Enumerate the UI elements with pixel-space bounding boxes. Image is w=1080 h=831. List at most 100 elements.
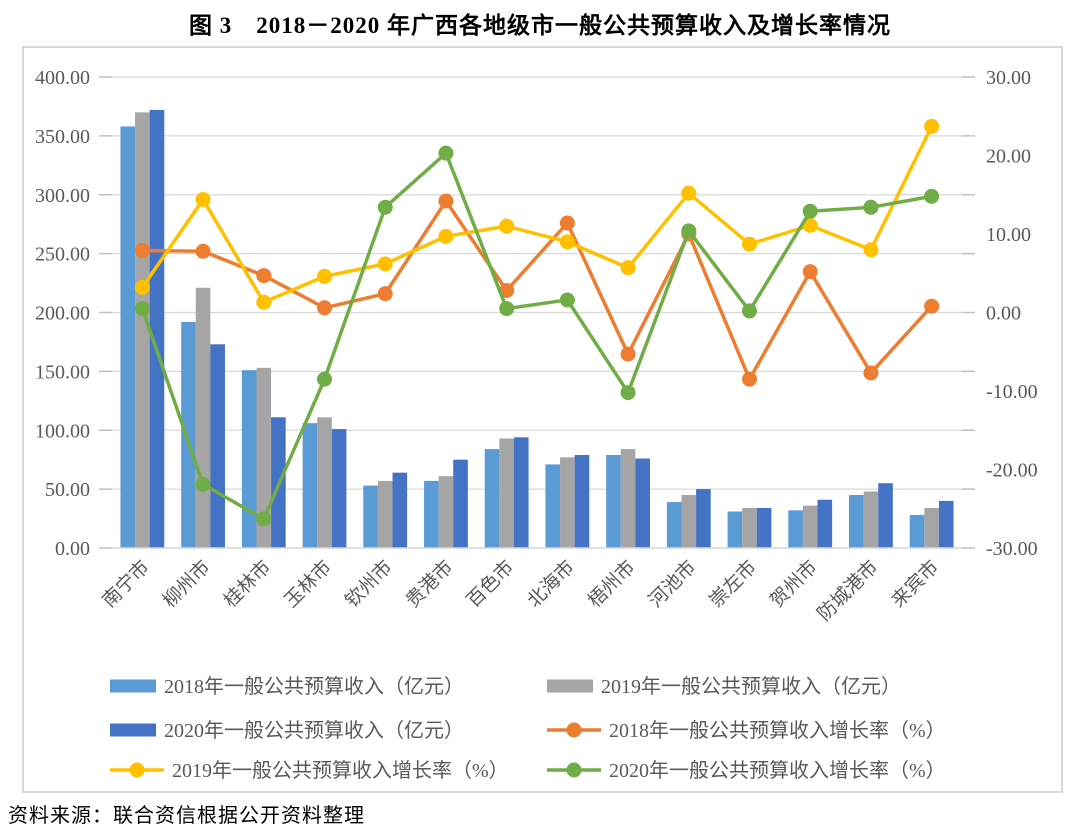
y-axis-label-left: 300.00 [35, 185, 90, 207]
legend-item: 2019年一般公共预算收入（亿元） [547, 675, 901, 698]
growth-dot-2018-city14 [924, 298, 940, 314]
growth-dot-2018-city5 [377, 286, 393, 302]
x-axis-label: 北海市 [523, 556, 579, 612]
bar-2020-city13 [878, 483, 893, 548]
growth-dot-2020-city2 [195, 476, 211, 492]
bar-2020-city9 [635, 458, 650, 548]
growth-line-2018 [142, 199, 933, 381]
bar-2019-city14 [924, 507, 939, 548]
growth-dot-2018-city4 [317, 300, 332, 316]
bar-2019-city9 [620, 449, 636, 548]
x-axis-label: 崇左市 [705, 556, 761, 612]
bar-2018-city10 [666, 502, 682, 548]
y-axis-label-left: 0.00 [55, 538, 90, 560]
growth-dot-2020-city13 [863, 199, 879, 215]
chart-canvas: 400.00 350.00 300.00 250.00 200.00 150.00 100.… [35, 67, 1038, 782]
bar-2019-city10 [681, 495, 697, 548]
y-axis-label-right: -10.00 [986, 381, 1038, 403]
growth-dot-2018-city3 [256, 268, 272, 284]
y-axis-label-right: -30.00 [986, 538, 1038, 560]
bar-2019-city3 [256, 367, 272, 548]
growth-dot-2018-city6 [438, 193, 454, 209]
bar-2018-city12 [788, 510, 803, 548]
growth-dot-2019-city6 [438, 228, 454, 244]
bar-2018-city5 [363, 485, 378, 548]
legend-item: 2018年一般公共预算收入（亿元） [110, 675, 464, 698]
growth-dot-2019-city12 [802, 217, 818, 233]
x-axis-label: 钦州市 [341, 556, 397, 612]
growth-dot-2020-city1 [134, 301, 150, 317]
bar-2019-city11 [742, 507, 757, 548]
bar-2019-city7 [499, 438, 514, 548]
y-axis-label-left: 350.00 [35, 126, 90, 148]
y-axis-label-right: 10.00 [986, 224, 1031, 246]
y-axis-label-right: 30.00 [986, 67, 1031, 89]
growth-dot-2018-city12 [802, 264, 818, 280]
growth-dot-2019-city7 [499, 218, 515, 234]
bar-2018-city2 [181, 321, 196, 548]
y-axis-label-left: 200.00 [35, 303, 90, 325]
growth-dot-2019-city11 [742, 236, 757, 252]
legend-swatch-bar [110, 723, 156, 737]
growth-dot-2018-city1 [134, 242, 150, 258]
growth-dot-2020-city6 [438, 145, 454, 161]
bar-2020-city11 [756, 507, 772, 548]
bar-2018-city7 [484, 449, 500, 548]
x-axis-label: 柳州市 [159, 556, 215, 612]
growth-dot-2020-city11 [742, 303, 757, 319]
legend-dot-icon [566, 722, 582, 738]
y-axis-label-left: 400.00 [35, 67, 90, 89]
bar-2020-city2 [210, 344, 225, 548]
legend-item: 2020年一般公共预算收入（亿元） [110, 719, 464, 742]
growth-dot-2018-city11 [742, 371, 757, 387]
growth-dot-2020-city9 [620, 385, 636, 401]
y-axis-label-left: 100.00 [35, 420, 90, 442]
bar-2019-city13 [863, 491, 879, 548]
y-axis-label-right: 0.00 [986, 303, 1021, 325]
growth-dot-2018-city8 [559, 215, 575, 231]
x-axis-label: 百色市 [462, 556, 518, 612]
bar-2020-city1 [149, 109, 165, 548]
growth-dot-2019-city2 [195, 191, 211, 207]
growth-dot-2019-city1 [134, 279, 150, 295]
bar-2018-city6 [424, 480, 439, 548]
bar-2019-city4 [317, 417, 332, 548]
bar-2020-city12 [817, 499, 833, 548]
bar-2019-city8 [560, 457, 575, 548]
growth-dot-2020-city4 [317, 371, 332, 387]
bar-2018-city13 [849, 495, 864, 548]
growth-dot-2019-city5 [377, 256, 393, 272]
y-axis-label-left: 150.00 [35, 361, 90, 383]
legend-label: 2020年一般公共预算收入增长率（%） [609, 759, 946, 782]
growth-dot-2020-city5 [377, 199, 393, 215]
legend-label: 2018年一般公共预算收入（亿元） [164, 675, 464, 698]
legend-dot-icon [566, 762, 582, 778]
x-axis-label: 贵港市 [402, 556, 458, 612]
bar-2018-city8 [545, 464, 561, 548]
bar-2019-city2 [195, 287, 211, 548]
growth-dot-2020-city7 [499, 301, 515, 317]
growth-dot-2018-city2 [195, 243, 211, 259]
bar-2020-city4 [331, 429, 347, 548]
y-axis-label-right: 20.00 [986, 146, 1031, 168]
legend-label: 2019年一般公共预算收入增长率（%） [172, 759, 509, 782]
growth-dot-2019-city14 [924, 118, 940, 134]
growth-dot-2020-city12 [802, 203, 818, 219]
chart-plot-area: 400.00 350.00 300.00 250.00 200.00 150.00 100.… [22, 46, 1063, 793]
x-axis-label: 来宾市 [887, 556, 943, 612]
bar-2019-city5 [377, 480, 393, 548]
growth-dot-2020-city10 [681, 223, 697, 239]
bar-2018-city3 [241, 370, 257, 548]
bar-2019-city1 [135, 112, 150, 548]
legend-swatch-bar [547, 679, 593, 693]
bar-2018-city1 [120, 126, 136, 548]
bar-2020-city6 [453, 459, 468, 548]
x-axis-label: 贺州市 [766, 556, 822, 612]
y-axis-label-left: 250.00 [35, 244, 90, 266]
bar-2020-city14 [938, 500, 954, 548]
x-axis-label: 梧州市 [584, 556, 640, 612]
growth-dot-2020-city8 [559, 292, 575, 308]
bar-2020-city7 [513, 437, 529, 548]
x-axis-label: 南宁市 [98, 556, 154, 612]
growth-dot-2019-city8 [559, 234, 575, 250]
